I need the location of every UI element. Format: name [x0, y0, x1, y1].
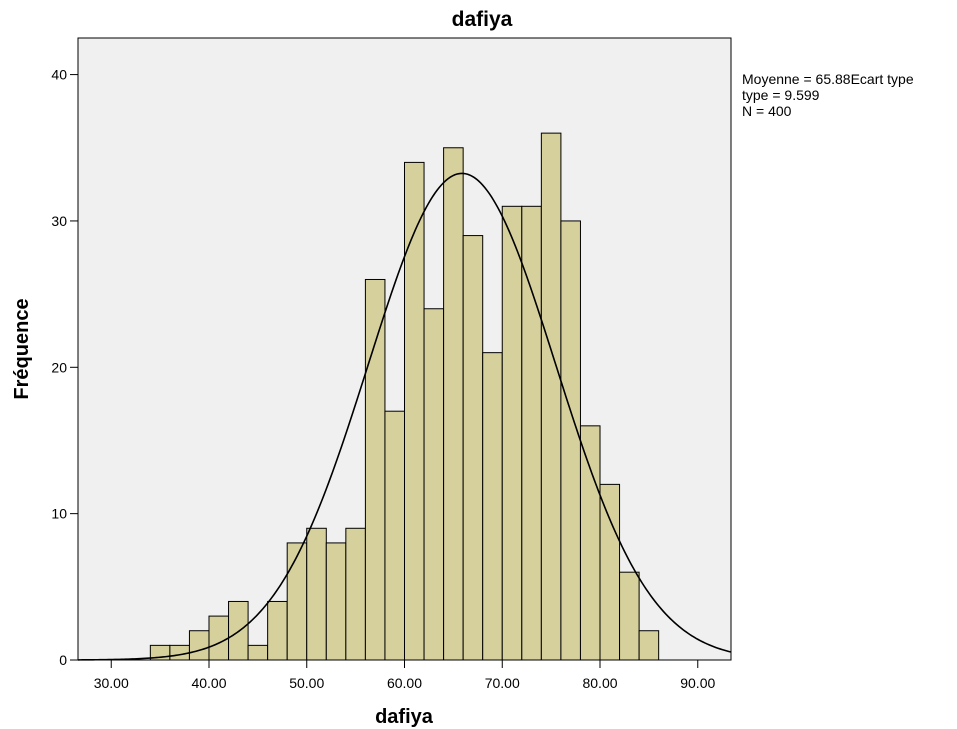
bar: [325, 542, 347, 661]
y-axis-label: Fréquence: [11, 298, 33, 399]
x-axis: 30.00 40.00 50.00 60.00 70.00 80.00 90.00: [94, 660, 715, 691]
x-tick-label: 40.00: [191, 675, 226, 691]
x-tick-label: 50.00: [289, 675, 324, 691]
y-axis: 0 10 20 30 40: [51, 67, 78, 668]
bar: [286, 542, 308, 661]
bar: [345, 527, 366, 661]
bar: [423, 308, 445, 661]
y-tick-label: 10: [51, 506, 67, 522]
y-tick-label: 40: [51, 67, 67, 83]
x-tick-label: 30.00: [94, 675, 129, 691]
y-tick-label: 30: [51, 213, 67, 229]
bar: [462, 235, 484, 661]
bar: [364, 278, 386, 661]
bar: [540, 132, 562, 661]
y-tick-label: 0: [59, 652, 67, 668]
stats-line: type = 9.599: [742, 87, 820, 103]
bar: [267, 600, 288, 661]
bar: [247, 644, 269, 661]
normal-curve: [77, 172, 732, 661]
chart-title: dafiya: [452, 8, 513, 31]
stats-line: N = 400: [742, 103, 792, 119]
x-tick-label: 60.00: [387, 675, 422, 691]
x-tick-label: 70.00: [485, 675, 520, 691]
bar: [619, 571, 640, 661]
bars-group: [149, 132, 660, 661]
bar: [501, 205, 523, 661]
stats-box: Moyenne = 65.88Ecart type type = 9.599N …: [742, 71, 914, 119]
bar: [482, 352, 503, 661]
bar: [188, 630, 210, 661]
x-tick-label: 90.00: [680, 675, 715, 691]
bar: [208, 615, 230, 661]
bar: [560, 220, 581, 661]
x-tick-label: 80.00: [582, 675, 617, 691]
y-tick-label: 20: [51, 359, 67, 375]
x-axis-label: dafiya: [375, 706, 434, 728]
bar: [521, 205, 542, 661]
bar: [404, 161, 425, 661]
bar: [443, 147, 464, 661]
stats-line: Moyenne = 65.88Ecart type: [742, 71, 914, 87]
bar: [306, 527, 327, 661]
bar: [599, 483, 621, 661]
bar: [638, 630, 660, 661]
bar: [579, 425, 601, 661]
bar: [384, 410, 405, 661]
